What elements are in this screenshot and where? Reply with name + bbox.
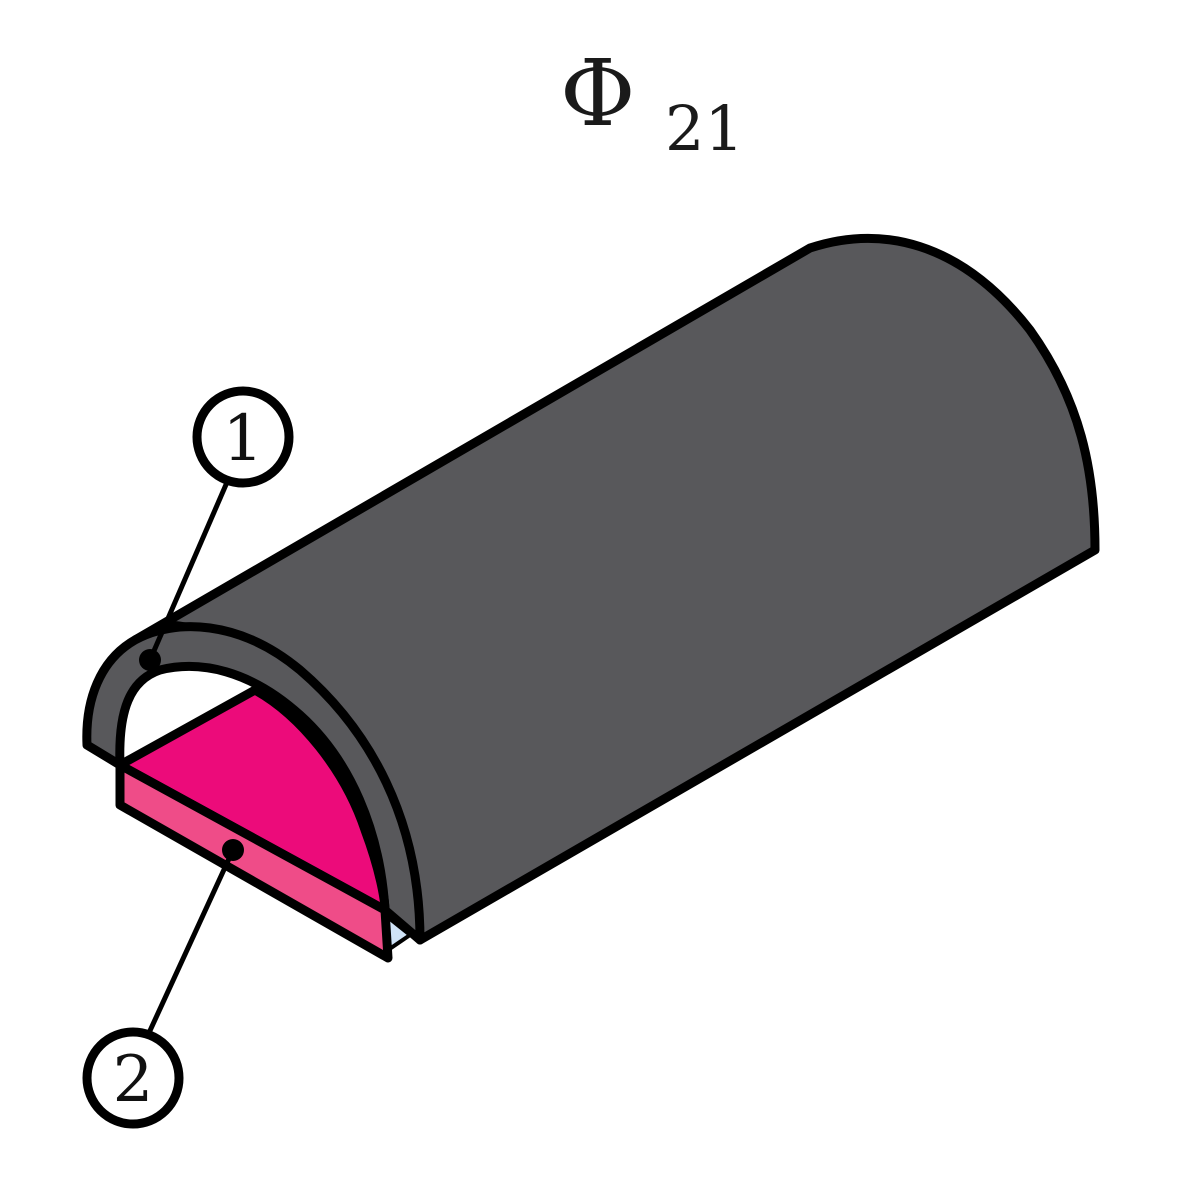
callout-2-label: 2 [113,1043,154,1117]
callout-1-label: 1 [223,402,264,476]
inner-core [115,685,393,963]
core-top-face [115,685,390,915]
callout-1-leader [147,479,231,661]
title-symbol: Φ [560,40,635,147]
callout-2-leader [145,848,236,1037]
callout-2-anchor-dot [222,839,244,861]
outer-shell [82,234,1100,945]
callout-1: 1 [139,386,294,671]
callout-1-anchor-dot [139,649,161,671]
diagram-title: Φ 21 [560,40,744,165]
title-subscript: 21 [665,92,744,165]
callout-1-circle [192,386,294,488]
callout-2: 2 [82,839,244,1129]
core-side-face [115,760,393,963]
callout-2-circle [82,1027,184,1129]
